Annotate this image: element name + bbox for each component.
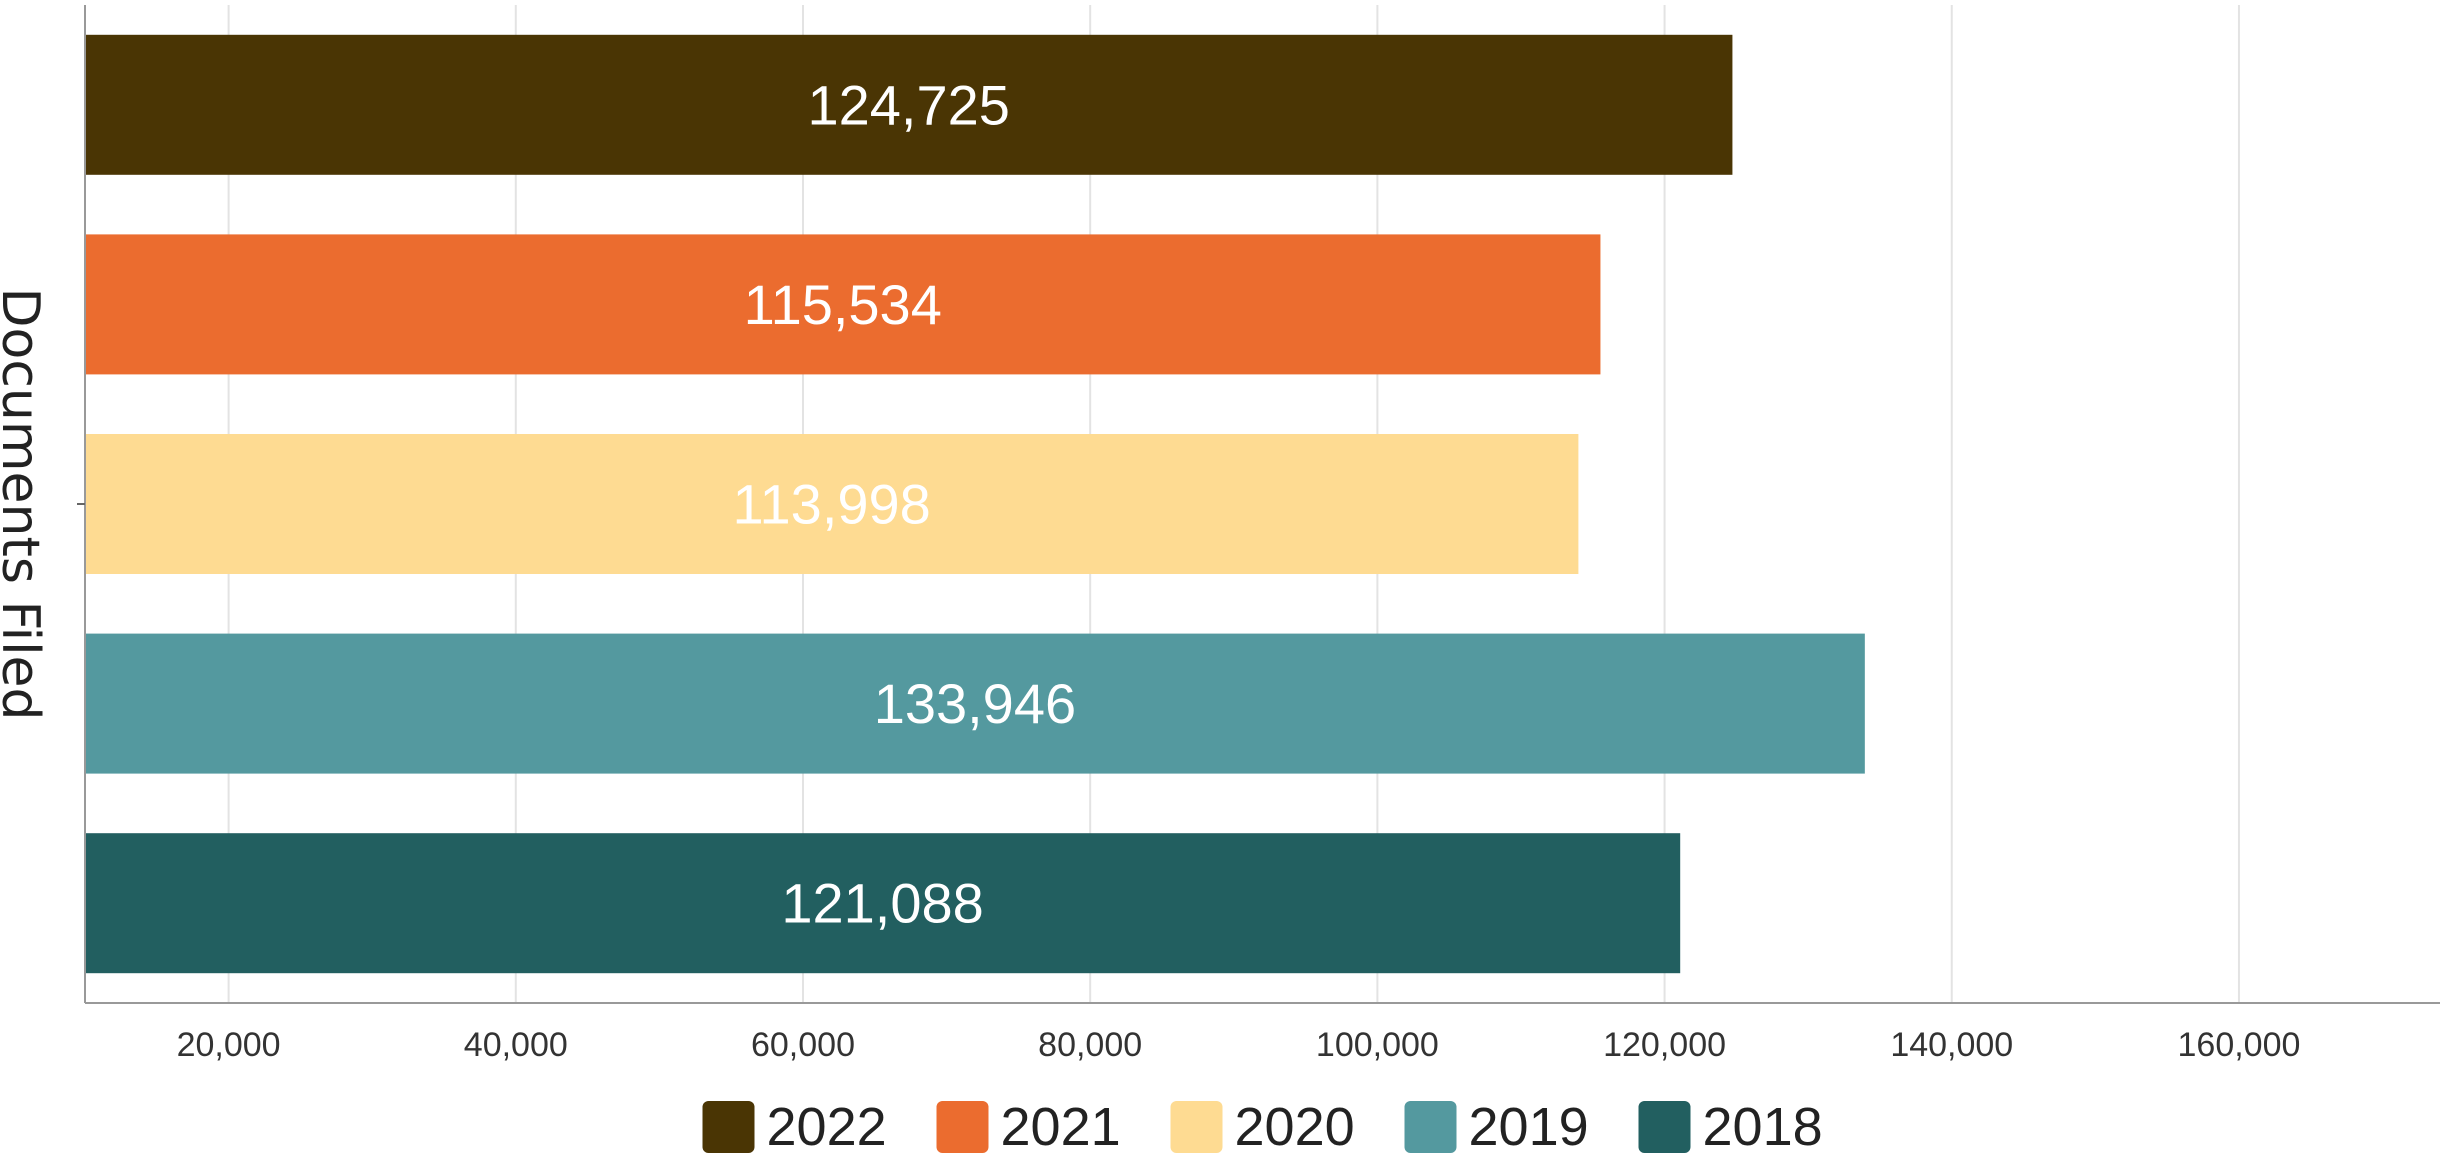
legend-label-2021: 2021: [1001, 1097, 1121, 1153]
x-tick-label: 40,000: [464, 1026, 568, 1064]
legend-swatch-2020: [1170, 1101, 1223, 1153]
legend-label-2020: 2020: [1235, 1097, 1355, 1153]
legend-label-2019: 2019: [1469, 1097, 1589, 1153]
bar-value-label-2019: 133,946: [874, 672, 1076, 735]
bar-2018: [85, 833, 1681, 974]
legend-swatch-2018: [1638, 1101, 1691, 1153]
bar-value-label-2018: 121,088: [781, 872, 983, 935]
x-tick-label: 20,000: [177, 1026, 281, 1064]
y-axis-label: Documents Filed: [0, 287, 50, 720]
x-tick-label: 140,000: [1890, 1026, 2013, 1064]
bar-2019: [85, 633, 1865, 774]
x-tick-label: 120,000: [1603, 1026, 1726, 1064]
legend-label-2018: 2018: [1703, 1097, 1823, 1153]
x-tick-label: 80,000: [1038, 1026, 1142, 1064]
bar-value-label-2022: 124,725: [807, 73, 1009, 136]
legend-swatch-2021: [936, 1101, 989, 1153]
legend-label-2022: 2022: [767, 1097, 887, 1153]
bar-2021: [85, 234, 1601, 375]
x-tick-label: 100,000: [1316, 1026, 1439, 1064]
bars-group: 124,725 115,534 113,998 133,946 121,088: [85, 34, 1865, 974]
bar-value-label-2021: 115,534: [744, 273, 942, 336]
bar-2022: [85, 34, 1733, 175]
x-tick-label: 60,000: [751, 1026, 855, 1064]
legend-swatch-2022: [702, 1101, 755, 1153]
x-axis-ticks: 20,000 40,000 60,000 80,000 100,000 120,000 14…: [177, 1026, 2301, 1064]
bar-2020: [85, 434, 1579, 574]
x-tick-label: 160,000: [2178, 1026, 2301, 1064]
legend: 2022 2021 2020 2019 2018: [702, 1097, 1823, 1153]
legend-swatch-2019: [1404, 1101, 1457, 1153]
bar-value-label-2020: 113,998: [733, 473, 931, 536]
